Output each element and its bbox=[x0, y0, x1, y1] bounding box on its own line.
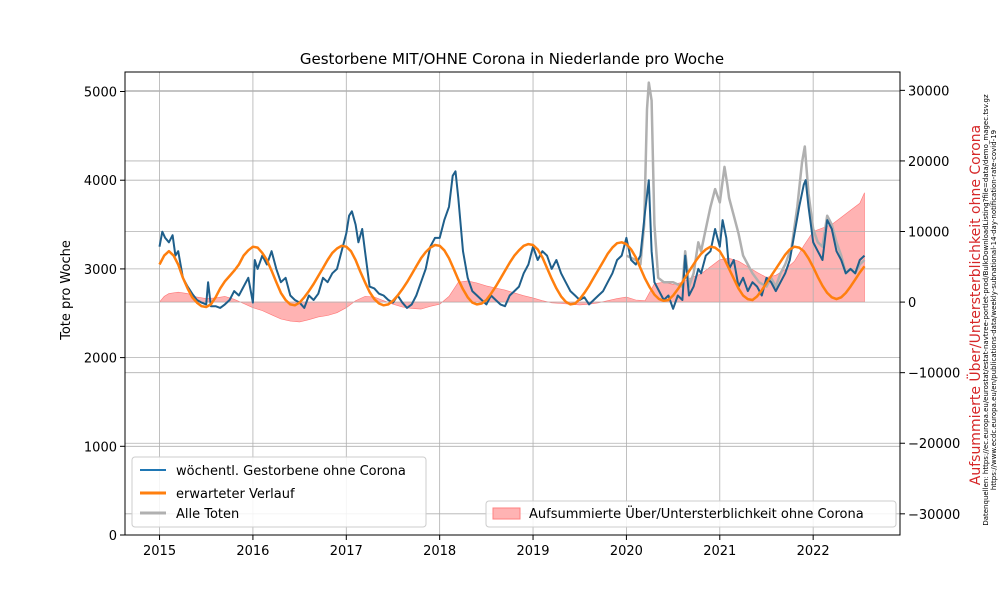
legend-label-expected: erwarteter Verlauf bbox=[176, 487, 295, 502]
series-layer bbox=[158, 81, 866, 310]
y-tick-label: 4000 bbox=[84, 174, 117, 189]
legend-swatch-area bbox=[492, 507, 521, 520]
x-tick-label: 2022 bbox=[797, 544, 830, 559]
legend-left: wöchentl. Gestorbene ohne Corona erwarte… bbox=[131, 456, 427, 528]
y-tick-label: 5000 bbox=[84, 86, 117, 101]
series-line bbox=[625, 81, 866, 288]
y2-tick-label: −10000 bbox=[908, 367, 960, 382]
x-tick-label: 2017 bbox=[330, 544, 363, 559]
y2-tick-label: 10000 bbox=[908, 226, 949, 241]
legend-left-box bbox=[131, 456, 427, 528]
y2-tick-label: −20000 bbox=[908, 437, 960, 452]
y2-tick-label: 30000 bbox=[908, 84, 949, 99]
legend-label-all: Alle Toten bbox=[176, 507, 239, 522]
y-tick-label: 1000 bbox=[84, 440, 117, 455]
series-line bbox=[158, 170, 866, 310]
y-axis-label: Tote pro Woche bbox=[59, 240, 74, 341]
x-tick-label: 2021 bbox=[703, 544, 736, 559]
series-line bbox=[158, 241, 866, 309]
chart-title: Gestorbene MIT/OHNE Corona in Niederland… bbox=[300, 50, 724, 68]
x-tick-label: 2015 bbox=[143, 544, 176, 559]
y-tick-label: 2000 bbox=[84, 352, 117, 367]
y-tick-label: 3000 bbox=[84, 263, 117, 278]
y2-tick-label: −30000 bbox=[908, 508, 960, 523]
legend-label-area: Aufsummierte Über/Untersterblichkeit ohn… bbox=[529, 505, 864, 522]
y2-tick-label: 0 bbox=[908, 296, 916, 311]
ticks-layer: 2015 2016 2017 2018 2019 2020 2021 2022 0 1000 200… bbox=[84, 84, 960, 559]
legend-label-weekly: wöchentl. Gestorbene ohne Corona bbox=[176, 464, 406, 479]
x-tick-label: 2020 bbox=[610, 544, 643, 559]
y2-axis-label: Aufsummierte Über/Untersterblichkeit ohn… bbox=[966, 125, 984, 485]
source-note-1: Datenquellen: https://ec.europa.eu/euros… bbox=[982, 94, 990, 526]
x-tick-label: 2019 bbox=[516, 544, 549, 559]
y-tick-label: 0 bbox=[109, 529, 117, 544]
y2-tick-label: 20000 bbox=[908, 155, 949, 170]
plot-frame bbox=[124, 71, 901, 536]
axes-layer bbox=[124, 71, 901, 536]
legend-right-box bbox=[485, 500, 897, 528]
x-tick-label: 2016 bbox=[236, 544, 269, 559]
x-tick-label: 2018 bbox=[423, 544, 456, 559]
legend-right: Aufsummierte Über/Untersterblichkeit ohn… bbox=[485, 500, 897, 528]
source-note-2: https://www.ecdc.europa.eu/en/publicatio… bbox=[990, 130, 998, 490]
